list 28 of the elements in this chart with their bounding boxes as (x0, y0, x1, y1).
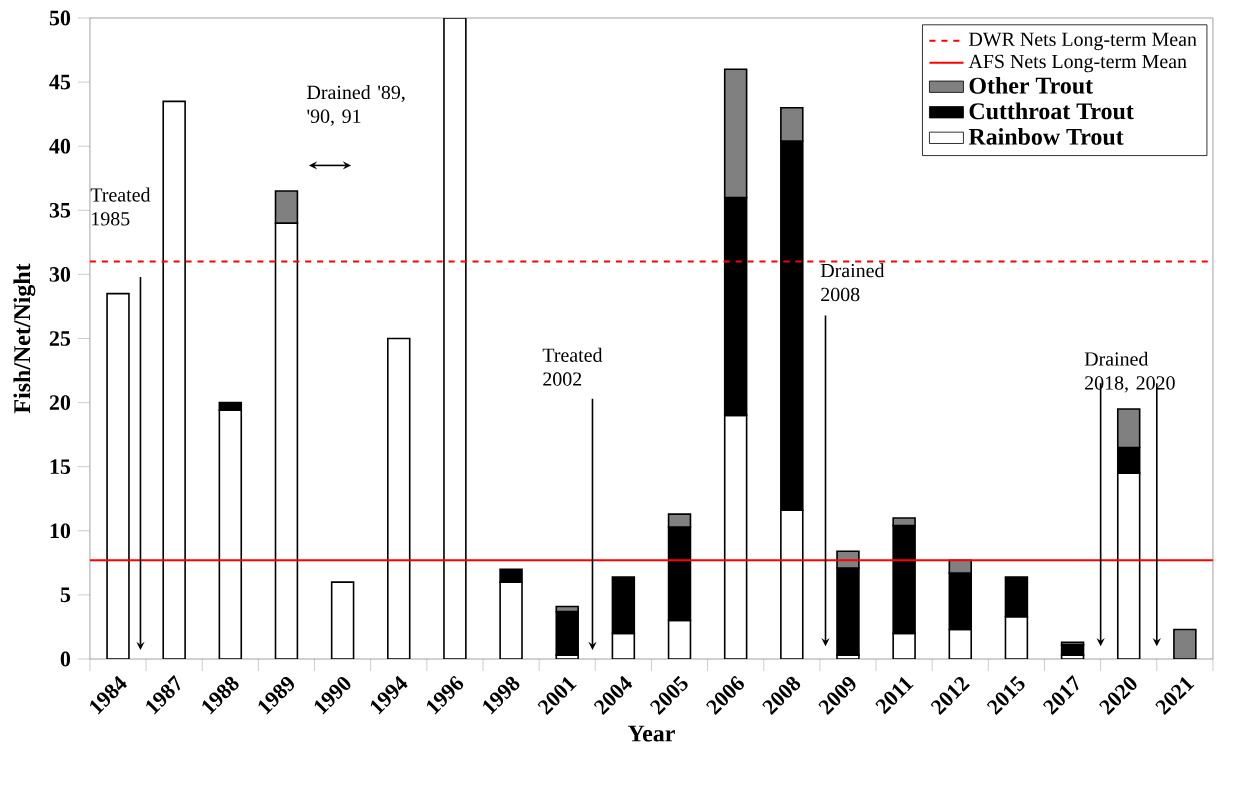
y-tick-label: 10 (50, 523, 71, 539)
y-tick-label: 30 (49, 267, 71, 282)
y-tick-label: 50 (49, 10, 71, 26)
annotation: Drained 2008 (820, 263, 885, 302)
bar (555, 610, 579, 656)
y-tick-label: 5 (60, 587, 71, 603)
annotation: Treated 1985 (90, 187, 151, 226)
bar (162, 100, 186, 659)
y-tick-label: 35 (49, 202, 71, 218)
y-axis-title: Fish/Net/Night (13, 263, 36, 414)
legend-label: Rainbow Trout (968, 128, 1124, 145)
legend-label: Other Trout (969, 76, 1093, 94)
legend-label: DWR Nets Long-term Mean (969, 32, 1197, 51)
y-tick-label: 25 (49, 331, 71, 346)
bar (106, 292, 130, 659)
y-tick-label: 15 (50, 459, 71, 475)
legend-label: Cutthroat Trout (969, 102, 1134, 120)
y-tick-label: 40 (49, 138, 71, 154)
y-tick-label: 0 (60, 651, 71, 667)
x-axis-title: Year (627, 725, 675, 742)
x-tick-label: 1989 (258, 677, 294, 715)
annotation: Treated 2002 (542, 347, 603, 386)
x-tick-label: 2011 (875, 677, 914, 715)
annotation: Drained '89, '90, 91 (307, 85, 405, 126)
y-tick-label: 20 (49, 395, 71, 410)
y-tick-label: 45 (49, 74, 71, 90)
annotation: Drained 2018, 2020 (1084, 351, 1175, 393)
legend-label: AFS Nets Long-term Mean (968, 54, 1187, 73)
